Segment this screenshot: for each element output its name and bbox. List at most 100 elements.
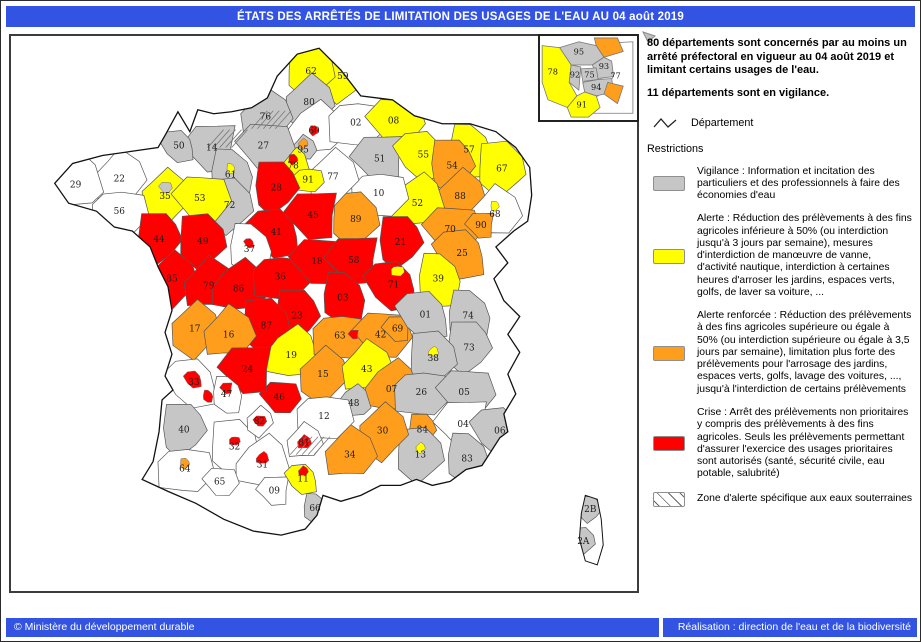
svg-text:2A: 2A — [577, 537, 590, 547]
svg-text:78: 78 — [288, 161, 300, 171]
realisation-text: Réalisation : direction de l'eau et de l… — [677, 621, 911, 633]
svg-text:44: 44 — [153, 235, 165, 245]
svg-text:73: 73 — [463, 343, 475, 353]
svg-text:42: 42 — [375, 330, 386, 340]
svg-text:13: 13 — [415, 451, 427, 461]
restrictions-heading: Restrictions — [647, 142, 704, 155]
ile-de-france-inset: 77 95 78 93 92 75 94 91 — [541, 37, 634, 118]
legend-panel: 80 départements sont concernés par au mo… — [647, 37, 918, 518]
svg-text:36: 36 — [275, 273, 287, 283]
svg-text:33: 33 — [188, 378, 200, 388]
svg-text:83: 83 — [461, 455, 473, 465]
eaux-souterraines-swatch — [653, 491, 685, 507]
vigilance-swatch — [653, 176, 685, 192]
svg-text:18: 18 — [311, 257, 323, 267]
svg-text:89: 89 — [350, 215, 362, 225]
svg-text:08: 08 — [388, 117, 400, 127]
footer-left-bar: © Ministère du développement durable — [6, 618, 659, 637]
svg-text:65: 65 — [214, 477, 225, 487]
svg-text:93: 93 — [599, 61, 609, 71]
svg-text:15: 15 — [317, 370, 328, 380]
svg-text:48: 48 — [348, 399, 360, 409]
eaux-souterraines-text: Zone d'alerte spécifique aux eaux souter… — [697, 492, 913, 504]
svg-text:43: 43 — [361, 365, 373, 375]
departement-label: Département — [691, 116, 754, 129]
svg-text:80: 80 — [303, 98, 315, 108]
svg-text:40: 40 — [178, 426, 190, 436]
svg-text:09: 09 — [269, 486, 281, 496]
svg-text:34: 34 — [344, 451, 356, 461]
svg-text:02: 02 — [350, 119, 361, 129]
svg-text:91: 91 — [302, 175, 313, 185]
svg-text:87: 87 — [261, 321, 273, 331]
svg-text:72: 72 — [224, 201, 235, 211]
svg-text:70: 70 — [445, 225, 457, 235]
svg-text:45: 45 — [307, 211, 318, 221]
svg-text:06: 06 — [494, 427, 506, 437]
alerte-text: Alerte : Réduction des prélèvements à de… — [697, 213, 912, 298]
svg-text:2B: 2B — [584, 505, 597, 515]
svg-text:37: 37 — [244, 245, 256, 255]
svg-text:91: 91 — [577, 99, 587, 109]
svg-text:10: 10 — [373, 189, 385, 199]
svg-text:25: 25 — [456, 249, 467, 259]
svg-text:31: 31 — [257, 461, 268, 471]
svg-text:41: 41 — [271, 228, 282, 238]
svg-text:01: 01 — [420, 310, 431, 320]
svg-text:52: 52 — [412, 199, 423, 209]
svg-text:23: 23 — [291, 311, 303, 321]
svg-text:38: 38 — [428, 354, 440, 364]
svg-text:69: 69 — [392, 324, 404, 334]
svg-text:47: 47 — [221, 390, 233, 400]
legend-item-vigilance: Vigilance : Information et incitation de… — [647, 166, 918, 203]
legend-item-eaux-souterraines: Zone d'alerte spécifique aux eaux souter… — [647, 491, 918, 507]
svg-text:66: 66 — [309, 504, 321, 514]
inset-map: 77 95 78 93 92 75 94 91 — [538, 34, 639, 122]
svg-text:30: 30 — [377, 427, 389, 437]
legend-item-alerte-renforcee: Alerte renforcée : Réduction des prélève… — [647, 310, 918, 396]
svg-text:76: 76 — [260, 113, 272, 123]
svg-text:62: 62 — [305, 67, 316, 77]
svg-text:05: 05 — [458, 388, 469, 398]
svg-text:26: 26 — [416, 388, 428, 398]
svg-text:17: 17 — [189, 324, 201, 334]
cursor-icon — [642, 31, 656, 43]
svg-text:74: 74 — [462, 311, 474, 321]
svg-text:86: 86 — [233, 285, 245, 295]
svg-text:04: 04 — [457, 420, 469, 430]
legend-item-crise: Crise : Arrêt des prélèvements non prior… — [647, 407, 918, 481]
svg-text:92: 92 — [570, 70, 580, 80]
svg-text:77: 77 — [610, 70, 620, 80]
svg-text:59: 59 — [337, 72, 349, 82]
svg-text:90: 90 — [475, 221, 487, 231]
svg-text:78: 78 — [548, 67, 558, 77]
svg-text:82: 82 — [254, 417, 265, 427]
svg-text:79: 79 — [203, 282, 215, 292]
svg-text:19: 19 — [286, 351, 298, 361]
svg-text:35: 35 — [159, 192, 170, 202]
svg-text:28: 28 — [271, 183, 283, 193]
svg-text:50: 50 — [173, 142, 185, 152]
map-panel: 59 62 80 76 60 02 08 51 55 57 54 67 88 68 52 10 70 90 25 39… — [9, 34, 639, 593]
svg-text:56: 56 — [114, 207, 126, 217]
svg-text:95: 95 — [574, 46, 584, 56]
svg-text:95: 95 — [297, 146, 308, 156]
svg-text:22: 22 — [114, 174, 125, 184]
svg-text:61: 61 — [225, 170, 236, 180]
france-map: 59 62 80 76 60 02 08 51 55 57 54 67 88 68 52 10 70 90 25 39… — [53, 47, 604, 566]
svg-text:67: 67 — [496, 164, 508, 174]
departement-legend-row: Département — [647, 116, 918, 130]
svg-text:94: 94 — [591, 82, 601, 92]
svg-text:68: 68 — [489, 210, 501, 220]
title-bar: ÉTATS DES ARRÊTÉS DE LIMITATION DES USAG… — [6, 6, 915, 27]
svg-text:24: 24 — [242, 365, 254, 375]
svg-text:32: 32 — [229, 443, 240, 453]
departement-line-icon — [653, 117, 677, 128]
svg-text:03: 03 — [337, 294, 349, 304]
svg-text:63: 63 — [334, 331, 346, 341]
page-title: ÉTATS DES ARRÊTÉS DE LIMITATION DES USAG… — [236, 10, 685, 23]
svg-text:75: 75 — [584, 70, 594, 80]
svg-text:88: 88 — [454, 192, 466, 202]
alerte-swatch — [653, 248, 685, 264]
svg-text:12: 12 — [318, 412, 329, 422]
